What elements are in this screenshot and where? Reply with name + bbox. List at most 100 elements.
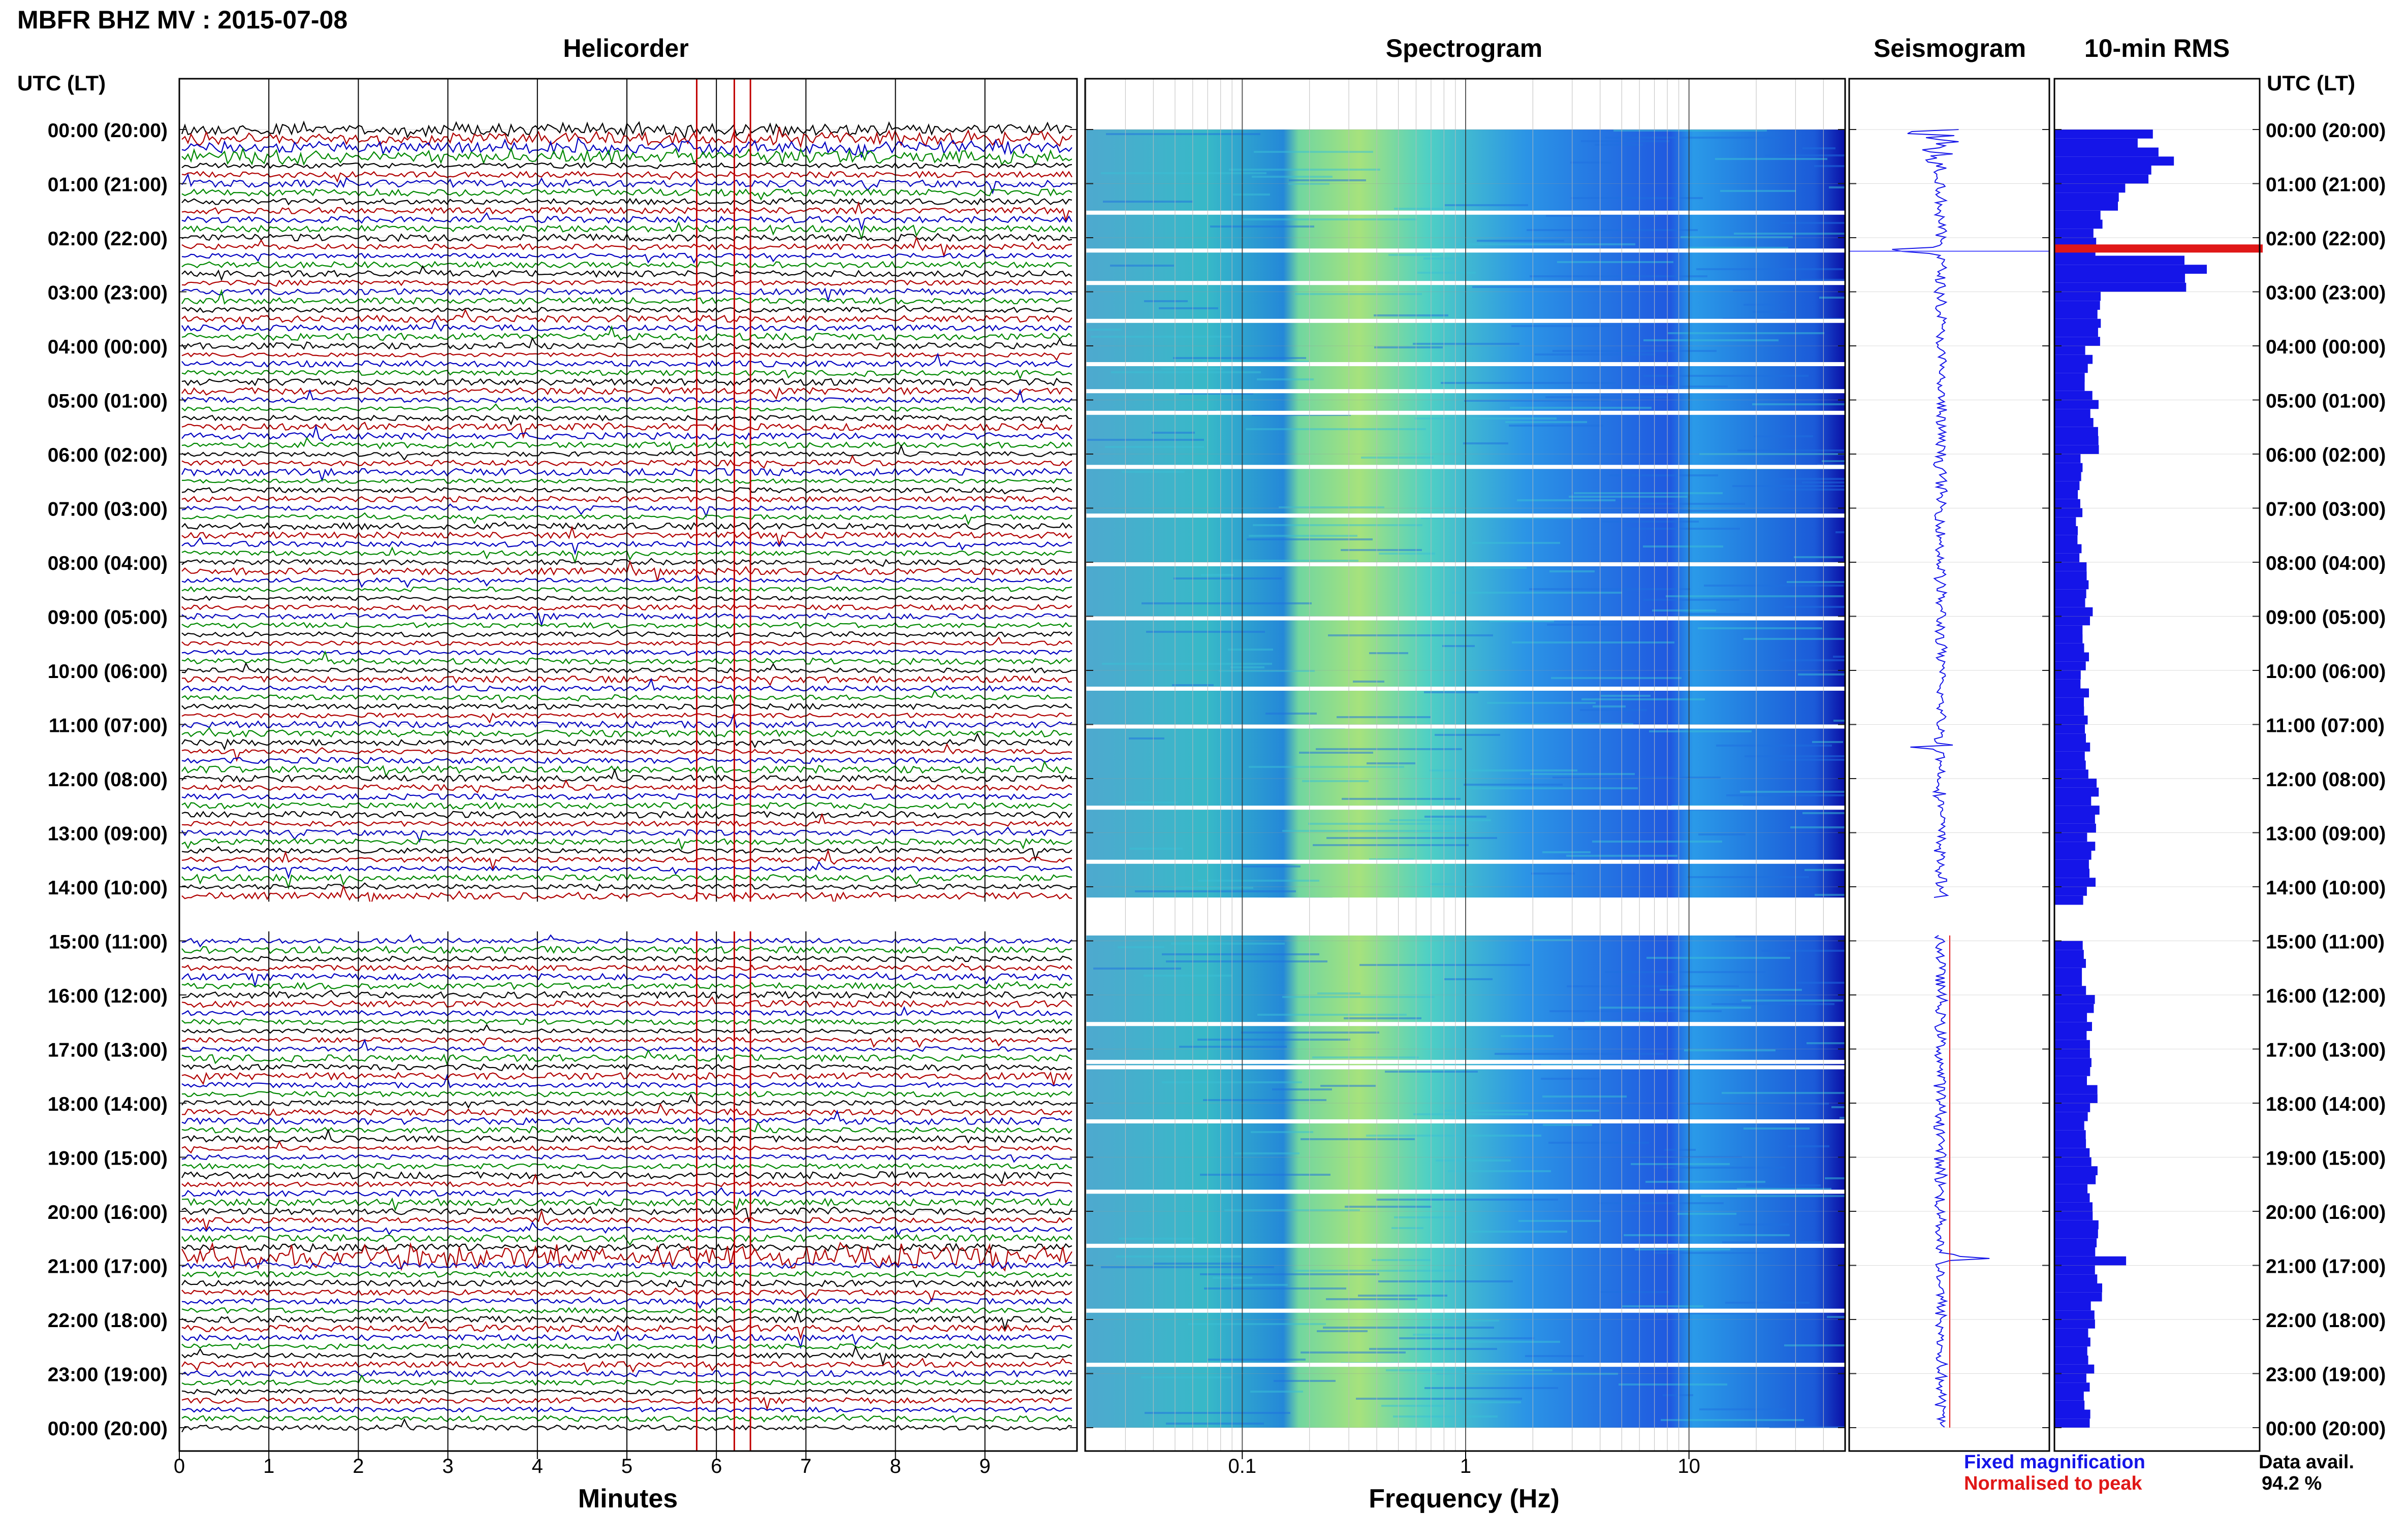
- frequency-tick-label: 0.1: [1228, 1455, 1257, 1477]
- helicorder-xlabel: Minutes: [578, 1484, 678, 1513]
- spectrogram-texture: [1274, 1380, 1336, 1382]
- spectrogram-texture: [1369, 1348, 1497, 1350]
- spectrogram-texture: [1784, 1344, 1845, 1346]
- spectrogram-texture: [1175, 887, 1253, 889]
- spectrogram-texture: [1345, 1206, 1432, 1208]
- spectrogram-texture: [1527, 229, 1698, 231]
- hour-label-left: 15:00 (11:00): [49, 931, 168, 953]
- seismogram-panel: [1849, 129, 2049, 1428]
- hour-label-right: 23:00 (19:00): [2266, 1364, 2386, 1386]
- hour-label-right: 05:00 (01:00): [2266, 391, 2386, 412]
- spectrogram-texture: [1509, 425, 1603, 427]
- spectrogram-texture: [1677, 1213, 1736, 1215]
- rms-bar: [2054, 1356, 2088, 1365]
- spectrogram-texture: [1557, 261, 1673, 263]
- legend-normalised-to-peak: Normalised to peak: [1964, 1473, 2142, 1494]
- rms-bar: [2054, 1004, 2094, 1013]
- rms-bar: [2054, 1130, 2086, 1139]
- spectrogram-texture: [1379, 553, 1435, 555]
- spectrogram-texture: [1252, 414, 1351, 416]
- spectrogram-texture: [1103, 201, 1193, 203]
- spectrogram-texture: [1323, 1327, 1494, 1329]
- spectrogram-texture: [1581, 140, 1670, 142]
- panel-frame: [2053, 78, 2261, 1452]
- spectrogram-texture: [1118, 946, 1164, 948]
- hour-label-right: 20:00 (16:00): [2266, 1202, 2386, 1223]
- spectrogram-texture: [1301, 1138, 1415, 1140]
- spectrogram-texture: [1445, 204, 1528, 206]
- spectrogram-texture: [1592, 841, 1722, 843]
- frequency-tick-label: 10: [1677, 1455, 1700, 1477]
- spectrogram-texture: [1746, 1184, 1821, 1186]
- spectrogram-texture: [1815, 894, 1845, 896]
- spectrogram-texture: [1242, 865, 1301, 867]
- spectrogram-texture: [1366, 1135, 1541, 1137]
- spectrogram-texture: [1802, 812, 1845, 814]
- minute-tick-label: 2: [353, 1455, 364, 1477]
- spectrogram-texture: [1831, 1106, 1845, 1108]
- spectrogram-texture: [1643, 375, 1809, 377]
- spectrogram-texture: [1732, 485, 1845, 487]
- rms-bar: [2054, 1094, 2098, 1103]
- spectrogram-texture: [1087, 329, 1122, 331]
- seismogram-trace: [1892, 129, 1959, 898]
- spectrogram-texture: [1477, 240, 1564, 242]
- spectrogram-texture: [1326, 1298, 1417, 1300]
- panel-frames: [178, 78, 2261, 1452]
- spectrogram-texture: [1737, 449, 1844, 452]
- spectrogram-texture: [1317, 992, 1360, 994]
- spectrogram-texture: [1646, 957, 1790, 959]
- rms-bar: [2054, 147, 2159, 157]
- rms-bar: [2054, 878, 2096, 887]
- spectrogram-texture: [1548, 1142, 1649, 1144]
- spectrogram-texture: [1337, 716, 1431, 718]
- spectrogram-texture: [1698, 627, 1822, 629]
- rms-bar: [2054, 1256, 2127, 1266]
- rms-bar: [2054, 760, 2086, 770]
- spectrogram-texture: [1510, 407, 1652, 409]
- spectrogram-texture: [1421, 517, 1581, 519]
- spectrogram-texture: [1230, 666, 1264, 668]
- spectrogram-texture: [1623, 528, 1740, 530]
- seismogram-trace: [1933, 935, 1990, 1428]
- spectrogram-texture: [1737, 1188, 1831, 1190]
- rms-bar: [2054, 427, 2098, 436]
- rms-bar: [2054, 616, 2090, 626]
- rms-bar: [2054, 1166, 2098, 1175]
- rms-bar: [2054, 733, 2086, 743]
- spectrogram-texture: [1661, 1419, 1804, 1421]
- hour-label-right: 14:00 (10:00): [2266, 877, 2386, 899]
- spectrogram-texture: [1568, 1028, 1631, 1030]
- rms-bar: [2054, 364, 2088, 373]
- rms-bar: [2054, 1022, 2092, 1031]
- rms-bar: [2054, 1184, 2088, 1194]
- spectrogram-texture: [1224, 1209, 1360, 1211]
- rms-bar: [2054, 868, 2089, 878]
- hour-label-right: 04:00 (00:00): [2266, 336, 2386, 358]
- helicorder-title: Helicorder: [563, 34, 689, 62]
- rms-bar: [2054, 1319, 2095, 1329]
- hour-label-left: 01:00 (21:00): [48, 174, 168, 196]
- rms-bar: [2054, 1058, 2092, 1067]
- spectrogram-texture: [1233, 194, 1270, 196]
- rms-bar: [2054, 1400, 2085, 1410]
- spectrogram-texture: [1833, 656, 1845, 658]
- rms-bar: [2054, 887, 2087, 896]
- rms-bar: [2054, 941, 2083, 950]
- spectrogram-texture: [1435, 734, 1500, 736]
- spectrogram-texture: [1203, 1099, 1326, 1101]
- spectrogram-texture: [1574, 492, 1723, 494]
- spectrogram-texture: [1119, 1238, 1195, 1240]
- hour-label-left: 05:00 (01:00): [48, 391, 168, 412]
- hour-label-right: 16:00 (12:00): [2266, 985, 2386, 1007]
- minute-tick-label: 1: [263, 1455, 274, 1477]
- spectrogram-texture: [1424, 691, 1478, 693]
- spectrogram-texture: [1570, 162, 1611, 164]
- spectrogram-texture: [1378, 1280, 1513, 1282]
- rms-bar: [2054, 679, 2081, 689]
- rms-bar: [2054, 571, 2087, 581]
- utc-header-left: UTC (LT): [17, 71, 106, 95]
- spectrogram-texture: [1159, 307, 1218, 309]
- spectrogram-texture: [1716, 745, 1832, 747]
- spectrogram-texture: [1320, 1085, 1376, 1087]
